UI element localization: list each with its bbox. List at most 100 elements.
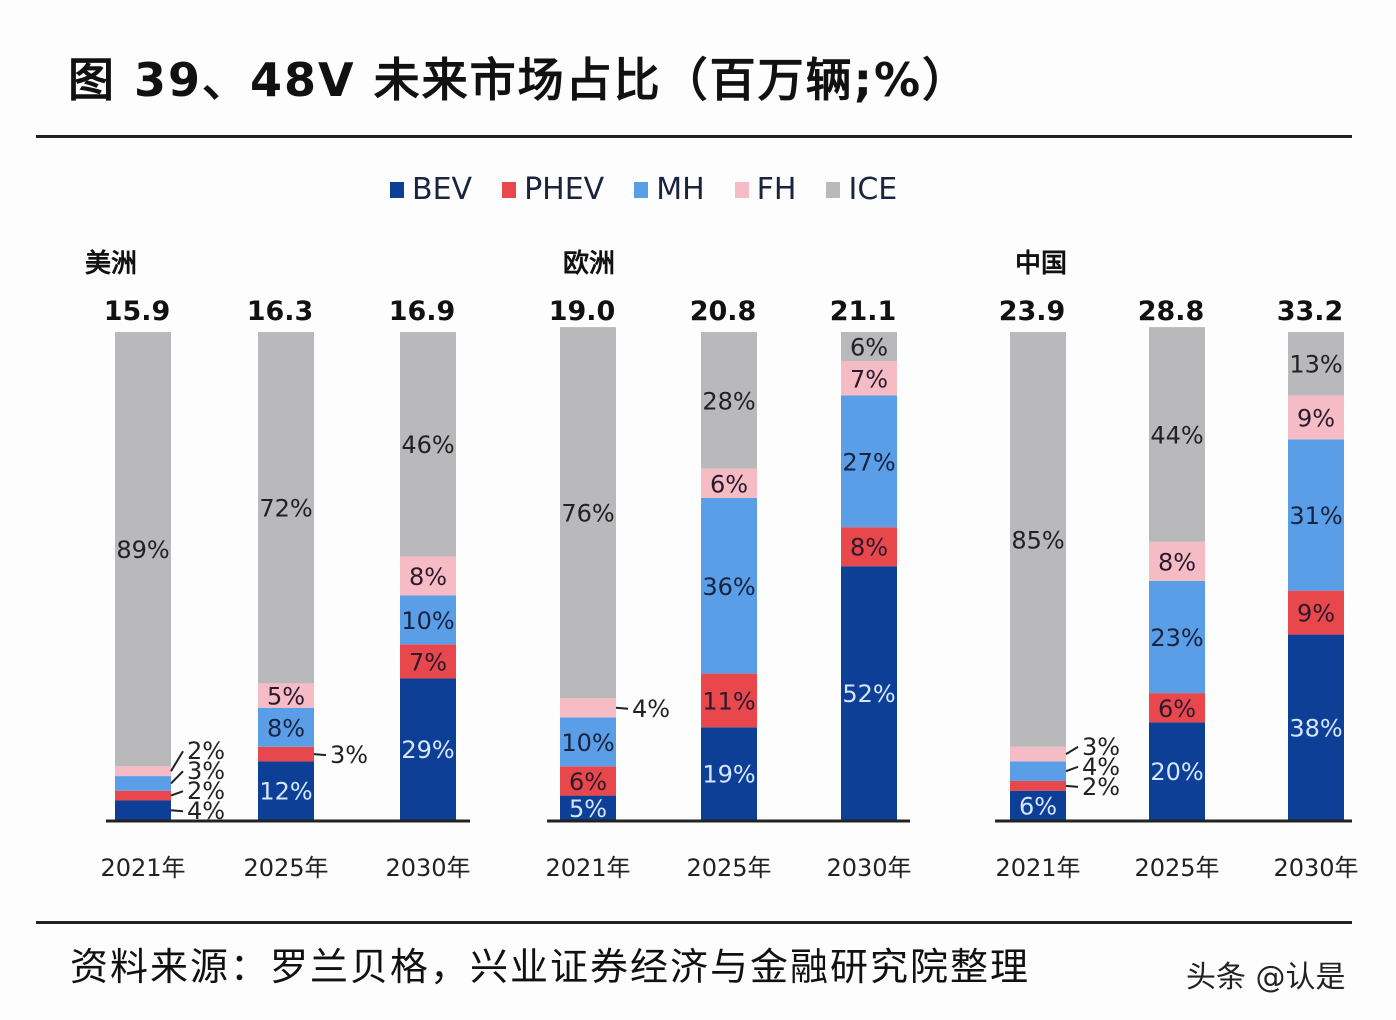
data-label: 29% [401, 736, 454, 764]
bar-segment-ice [560, 327, 616, 698]
bar-segment-fh [841, 361, 897, 396]
data-label: 23% [1150, 624, 1203, 652]
total-label: 33.2 [1277, 296, 1344, 327]
bar-segment-phev [560, 766, 616, 796]
chart-area: 美洲4%2%3%2%89%15.92021年12%3%8%5%72%16.320… [85, 248, 1359, 882]
bar-segment-mh [841, 395, 897, 528]
bar-segment-mh [701, 497, 757, 674]
data-label: 8% [267, 714, 305, 742]
data-label: 3% [1082, 733, 1120, 761]
total-label: 16.9 [389, 296, 456, 327]
bar-segment-fh [1288, 395, 1344, 440]
data-label: 7% [409, 648, 447, 676]
data-label: 6% [1019, 792, 1057, 820]
data-label: 6% [1158, 695, 1196, 723]
bar-segment-bev [400, 678, 456, 820]
bar-segment-ice [258, 332, 314, 684]
data-label: 10% [401, 607, 454, 635]
bar-segment-ice [1010, 332, 1066, 747]
x-tick-label: 2030年 [1273, 854, 1358, 882]
legend-swatch [634, 181, 649, 198]
data-label: 7% [850, 365, 888, 393]
bar-segment-bev [1288, 634, 1344, 820]
total-label: 15.9 [104, 296, 171, 327]
top-rule [36, 135, 1352, 138]
bar-segment-mh [560, 717, 616, 767]
bar-segment-phev [1288, 590, 1344, 635]
bottom-rule [36, 921, 1352, 924]
legend-item-bev: BEV [390, 172, 472, 207]
data-label: 8% [1158, 548, 1196, 576]
bar-segment-fh [1010, 746, 1066, 762]
legend-swatch [826, 181, 841, 198]
bar-segment-phev [258, 746, 314, 762]
bar-segment-phev [1010, 780, 1066, 791]
bar-segment-bev [701, 727, 757, 820]
total-label: 19.0 [549, 296, 616, 327]
data-label: 6% [710, 470, 748, 498]
data-label: 12% [259, 778, 312, 806]
bar-segment-phev [115, 790, 171, 801]
leader-line [170, 809, 184, 813]
bar-segment-phev [841, 527, 897, 567]
bar-segment-ice [701, 332, 757, 469]
legend-swatch [502, 181, 517, 198]
data-label: 38% [1289, 714, 1342, 742]
data-label: 5% [267, 683, 305, 711]
data-label: 5% [569, 795, 607, 823]
data-label: 52% [842, 680, 895, 708]
bar-segment-bev [560, 795, 616, 820]
bar-segment-fh [560, 698, 616, 718]
bar-segment-ice [400, 332, 456, 557]
total-label: 28.8 [1138, 296, 1205, 327]
total-label: 23.9 [999, 296, 1066, 327]
data-label: 2% [187, 737, 225, 765]
bar-segment-mh [1010, 761, 1066, 781]
data-label: 44% [1150, 421, 1203, 449]
total-label: 21.1 [830, 296, 897, 327]
data-label: 19% [702, 761, 755, 789]
bar-segment-ice [1288, 332, 1344, 396]
data-label: 2% [1082, 773, 1120, 801]
data-label: 2% [187, 777, 225, 805]
legend-item-phev: PHEV [502, 172, 604, 207]
bar-segment-bev [841, 566, 897, 820]
data-label: 28% [702, 387, 755, 415]
bar-segment-mh [1149, 580, 1205, 694]
group-label: 欧洲 [563, 248, 615, 279]
legend-swatch [390, 181, 404, 198]
legend-label: FH [756, 172, 797, 207]
leader-line [170, 790, 184, 797]
data-label: 89% [116, 536, 169, 564]
x-tick-label: 2021年 [995, 854, 1080, 882]
bar-segment-mh [400, 595, 456, 645]
x-tick-label: 2030年 [385, 854, 470, 882]
bar-segment-ice [115, 332, 171, 767]
data-label: 36% [702, 573, 755, 601]
watermark: 头条 @认是 [1186, 960, 1346, 995]
x-tick-label: 2025年 [243, 854, 328, 882]
data-label: 8% [850, 534, 888, 562]
bar-segment-ice [1149, 327, 1205, 542]
data-label: 27% [842, 448, 895, 476]
leader-line [615, 706, 629, 710]
bar-segment-phev [400, 644, 456, 679]
legend-label: BEV [412, 172, 473, 207]
x-tick-label: 2025年 [1134, 854, 1219, 882]
data-label: 11% [702, 687, 755, 715]
data-label: 72% [259, 495, 312, 523]
bar-segment-fh [400, 556, 456, 596]
leader-line [313, 753, 327, 757]
leader-line [1065, 745, 1079, 755]
bar-segment-bev [1010, 790, 1066, 820]
data-label: 4% [1082, 753, 1120, 781]
leader-line [1065, 765, 1079, 773]
x-tick-label: 2021年 [100, 854, 185, 882]
data-label: 85% [1011, 526, 1064, 554]
bar-segment-bev [1149, 722, 1205, 820]
group-label: 中国 [1015, 249, 1067, 279]
bar-segment-phev [701, 673, 757, 728]
data-label: 10% [561, 729, 614, 757]
leader-line [1065, 784, 1079, 788]
